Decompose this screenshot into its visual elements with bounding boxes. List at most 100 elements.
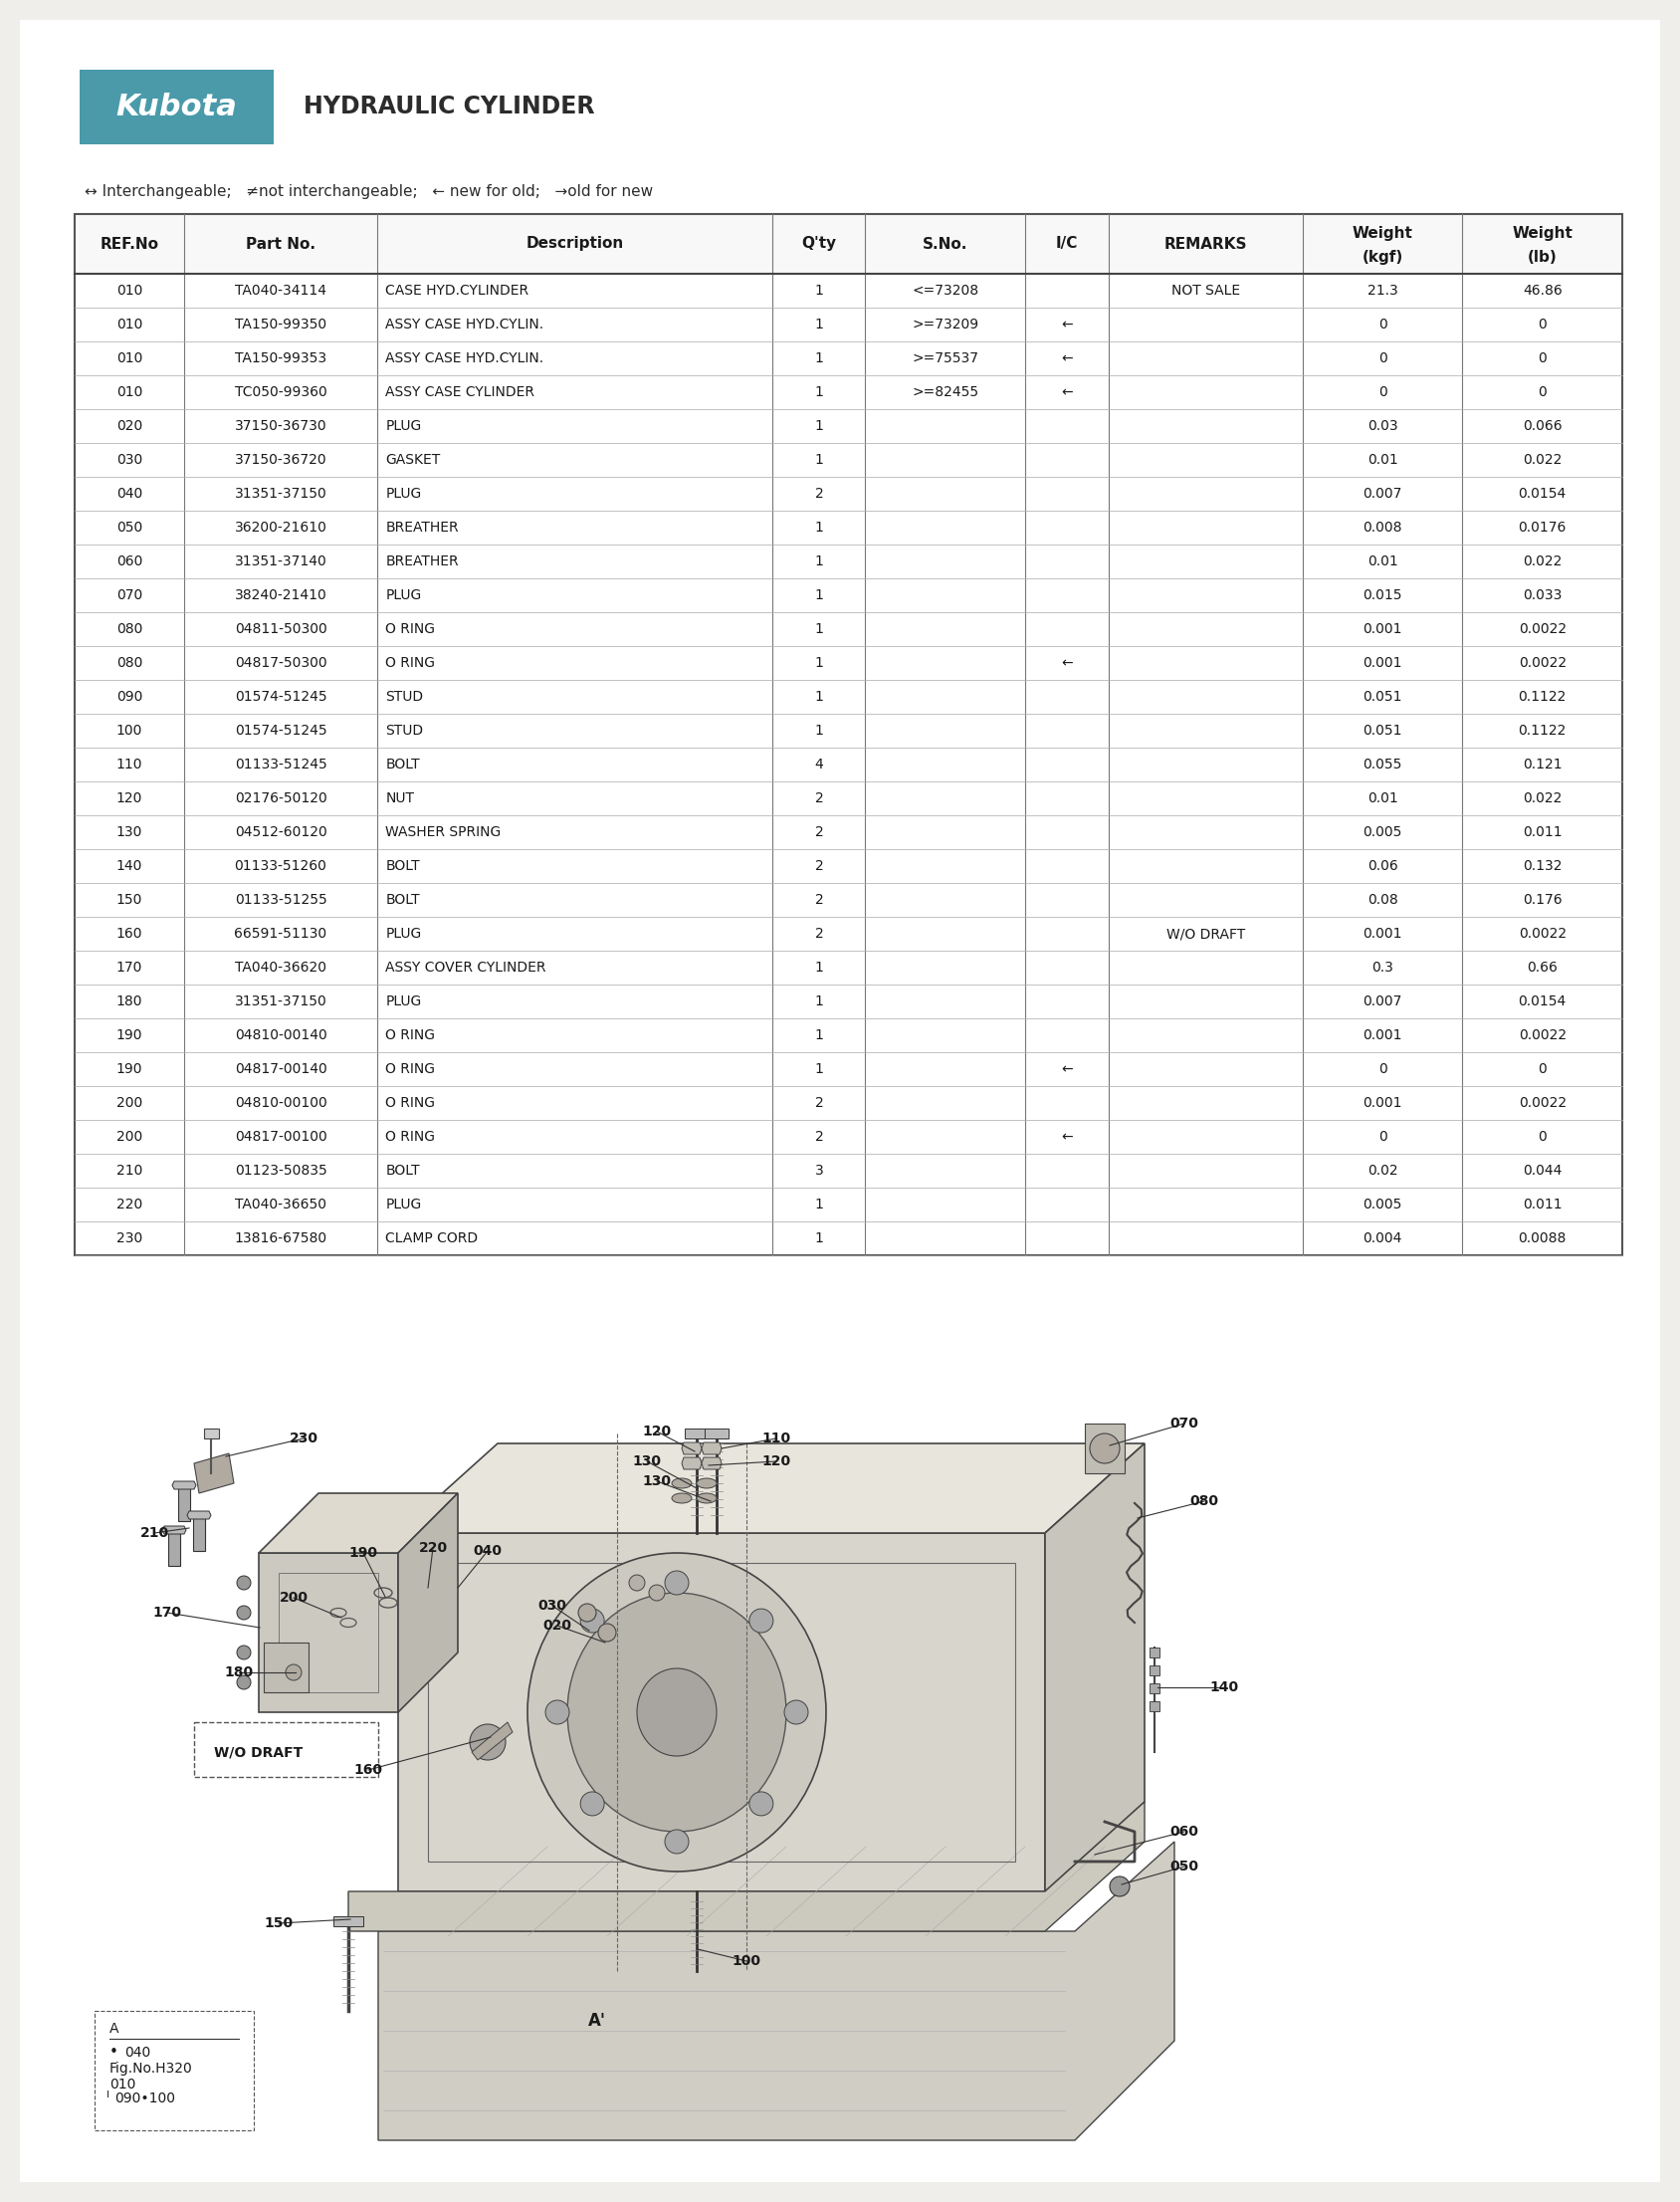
Text: Q'ty: Q'ty xyxy=(801,236,837,251)
Text: STUD: STUD xyxy=(385,724,423,738)
Ellipse shape xyxy=(697,1493,717,1504)
Ellipse shape xyxy=(697,1478,717,1489)
Text: O RING: O RING xyxy=(385,1061,435,1077)
Text: 0: 0 xyxy=(1378,1130,1388,1143)
Text: O RING: O RING xyxy=(385,623,435,636)
Polygon shape xyxy=(682,1458,702,1469)
Polygon shape xyxy=(398,1533,1045,1892)
Ellipse shape xyxy=(528,1552,827,1872)
Text: >=75537: >=75537 xyxy=(912,352,978,366)
Bar xyxy=(74,214,1623,1255)
Text: 0.01: 0.01 xyxy=(1368,454,1398,467)
Text: PLUG: PLUG xyxy=(385,418,422,434)
Text: 070: 070 xyxy=(116,588,143,603)
Text: 0.004: 0.004 xyxy=(1362,1231,1403,1246)
Text: ←: ← xyxy=(1062,1130,1074,1143)
Circle shape xyxy=(665,1570,689,1594)
Text: 36200-21610: 36200-21610 xyxy=(235,520,328,535)
Text: PLUG: PLUG xyxy=(385,588,422,603)
Text: 010: 010 xyxy=(116,317,143,333)
Text: 0.007: 0.007 xyxy=(1362,995,1403,1009)
Text: TA040-34114: TA040-34114 xyxy=(235,284,326,297)
Text: 0.001: 0.001 xyxy=(1362,623,1403,636)
Text: 37150-36720: 37150-36720 xyxy=(235,454,328,467)
Text: 230: 230 xyxy=(116,1231,143,1246)
Text: 1: 1 xyxy=(815,454,823,467)
Text: 030: 030 xyxy=(116,454,143,467)
Text: O RING: O RING xyxy=(385,656,435,669)
Text: 1: 1 xyxy=(815,724,823,738)
Text: 010: 010 xyxy=(109,2076,136,2092)
Circle shape xyxy=(628,1574,645,1590)
Text: 01123-50835: 01123-50835 xyxy=(235,1163,328,1178)
Text: 010: 010 xyxy=(116,284,143,297)
Text: Weight: Weight xyxy=(1512,225,1572,240)
Text: Description: Description xyxy=(526,236,623,251)
Text: BOLT: BOLT xyxy=(385,1163,420,1178)
Text: 160: 160 xyxy=(354,1764,383,1777)
Text: 0.08: 0.08 xyxy=(1368,894,1398,907)
Text: 4: 4 xyxy=(815,757,823,771)
Text: 0.051: 0.051 xyxy=(1362,724,1403,738)
Polygon shape xyxy=(472,1722,512,1759)
Text: 04817-00140: 04817-00140 xyxy=(235,1061,328,1077)
Text: 220: 220 xyxy=(418,1541,447,1555)
Text: 070: 070 xyxy=(1169,1416,1200,1431)
Text: 02176-50120: 02176-50120 xyxy=(235,791,328,806)
Text: 2: 2 xyxy=(815,859,823,872)
Text: Kubota: Kubota xyxy=(116,92,237,121)
Text: 1: 1 xyxy=(815,1198,823,1211)
Text: 190: 190 xyxy=(349,1546,378,1559)
Text: 180: 180 xyxy=(116,995,143,1009)
Text: Fig.No.H320: Fig.No.H320 xyxy=(109,2061,193,2076)
Text: 2: 2 xyxy=(815,927,823,940)
Ellipse shape xyxy=(637,1669,717,1755)
Text: PLUG: PLUG xyxy=(385,487,422,500)
Text: 0.001: 0.001 xyxy=(1362,927,1403,940)
Text: BOLT: BOLT xyxy=(385,859,420,872)
Text: 210: 210 xyxy=(139,1526,168,1539)
Text: 2: 2 xyxy=(815,1130,823,1143)
Text: HYDRAULIC CYLINDER: HYDRAULIC CYLINDER xyxy=(304,95,595,119)
Circle shape xyxy=(237,1577,250,1590)
Circle shape xyxy=(470,1724,506,1759)
Text: 200: 200 xyxy=(116,1130,143,1143)
Text: 130: 130 xyxy=(116,826,143,839)
Text: (kgf): (kgf) xyxy=(1362,249,1403,264)
Polygon shape xyxy=(702,1458,722,1469)
Text: 0.02: 0.02 xyxy=(1368,1163,1398,1178)
Polygon shape xyxy=(704,1429,729,1438)
Text: 0.005: 0.005 xyxy=(1362,1198,1403,1211)
Polygon shape xyxy=(259,1493,459,1552)
Text: 0: 0 xyxy=(1378,352,1388,366)
Text: 1: 1 xyxy=(815,689,823,705)
Text: TA150-99350: TA150-99350 xyxy=(235,317,326,333)
Text: 0.055: 0.055 xyxy=(1362,757,1403,771)
Text: 170: 170 xyxy=(153,1605,181,1621)
Circle shape xyxy=(578,1603,596,1621)
Text: 0.0022: 0.0022 xyxy=(1519,623,1566,636)
Text: 0.001: 0.001 xyxy=(1362,1097,1403,1110)
Polygon shape xyxy=(1149,1647,1159,1658)
Text: 01574-51245: 01574-51245 xyxy=(235,724,328,738)
Polygon shape xyxy=(398,1445,1144,1533)
Polygon shape xyxy=(259,1552,398,1713)
Text: 130: 130 xyxy=(642,1475,672,1489)
Circle shape xyxy=(1090,1434,1119,1464)
Text: 37150-36730: 37150-36730 xyxy=(235,418,328,434)
Text: ←: ← xyxy=(1062,1061,1074,1077)
Text: 2: 2 xyxy=(815,1097,823,1110)
Text: ←: ← xyxy=(1062,385,1074,399)
Text: 0.06: 0.06 xyxy=(1368,859,1398,872)
Bar xyxy=(195,1722,378,1777)
Text: 080: 080 xyxy=(116,656,143,669)
Text: 040: 040 xyxy=(116,487,143,500)
Circle shape xyxy=(580,1610,605,1632)
Text: A: A xyxy=(109,2021,119,2037)
Text: 0.03: 0.03 xyxy=(1368,418,1398,434)
Text: 120: 120 xyxy=(116,791,143,806)
Text: 0.0022: 0.0022 xyxy=(1519,1028,1566,1042)
Circle shape xyxy=(546,1700,570,1724)
Text: ←: ← xyxy=(1062,352,1074,366)
Text: 2: 2 xyxy=(815,791,823,806)
